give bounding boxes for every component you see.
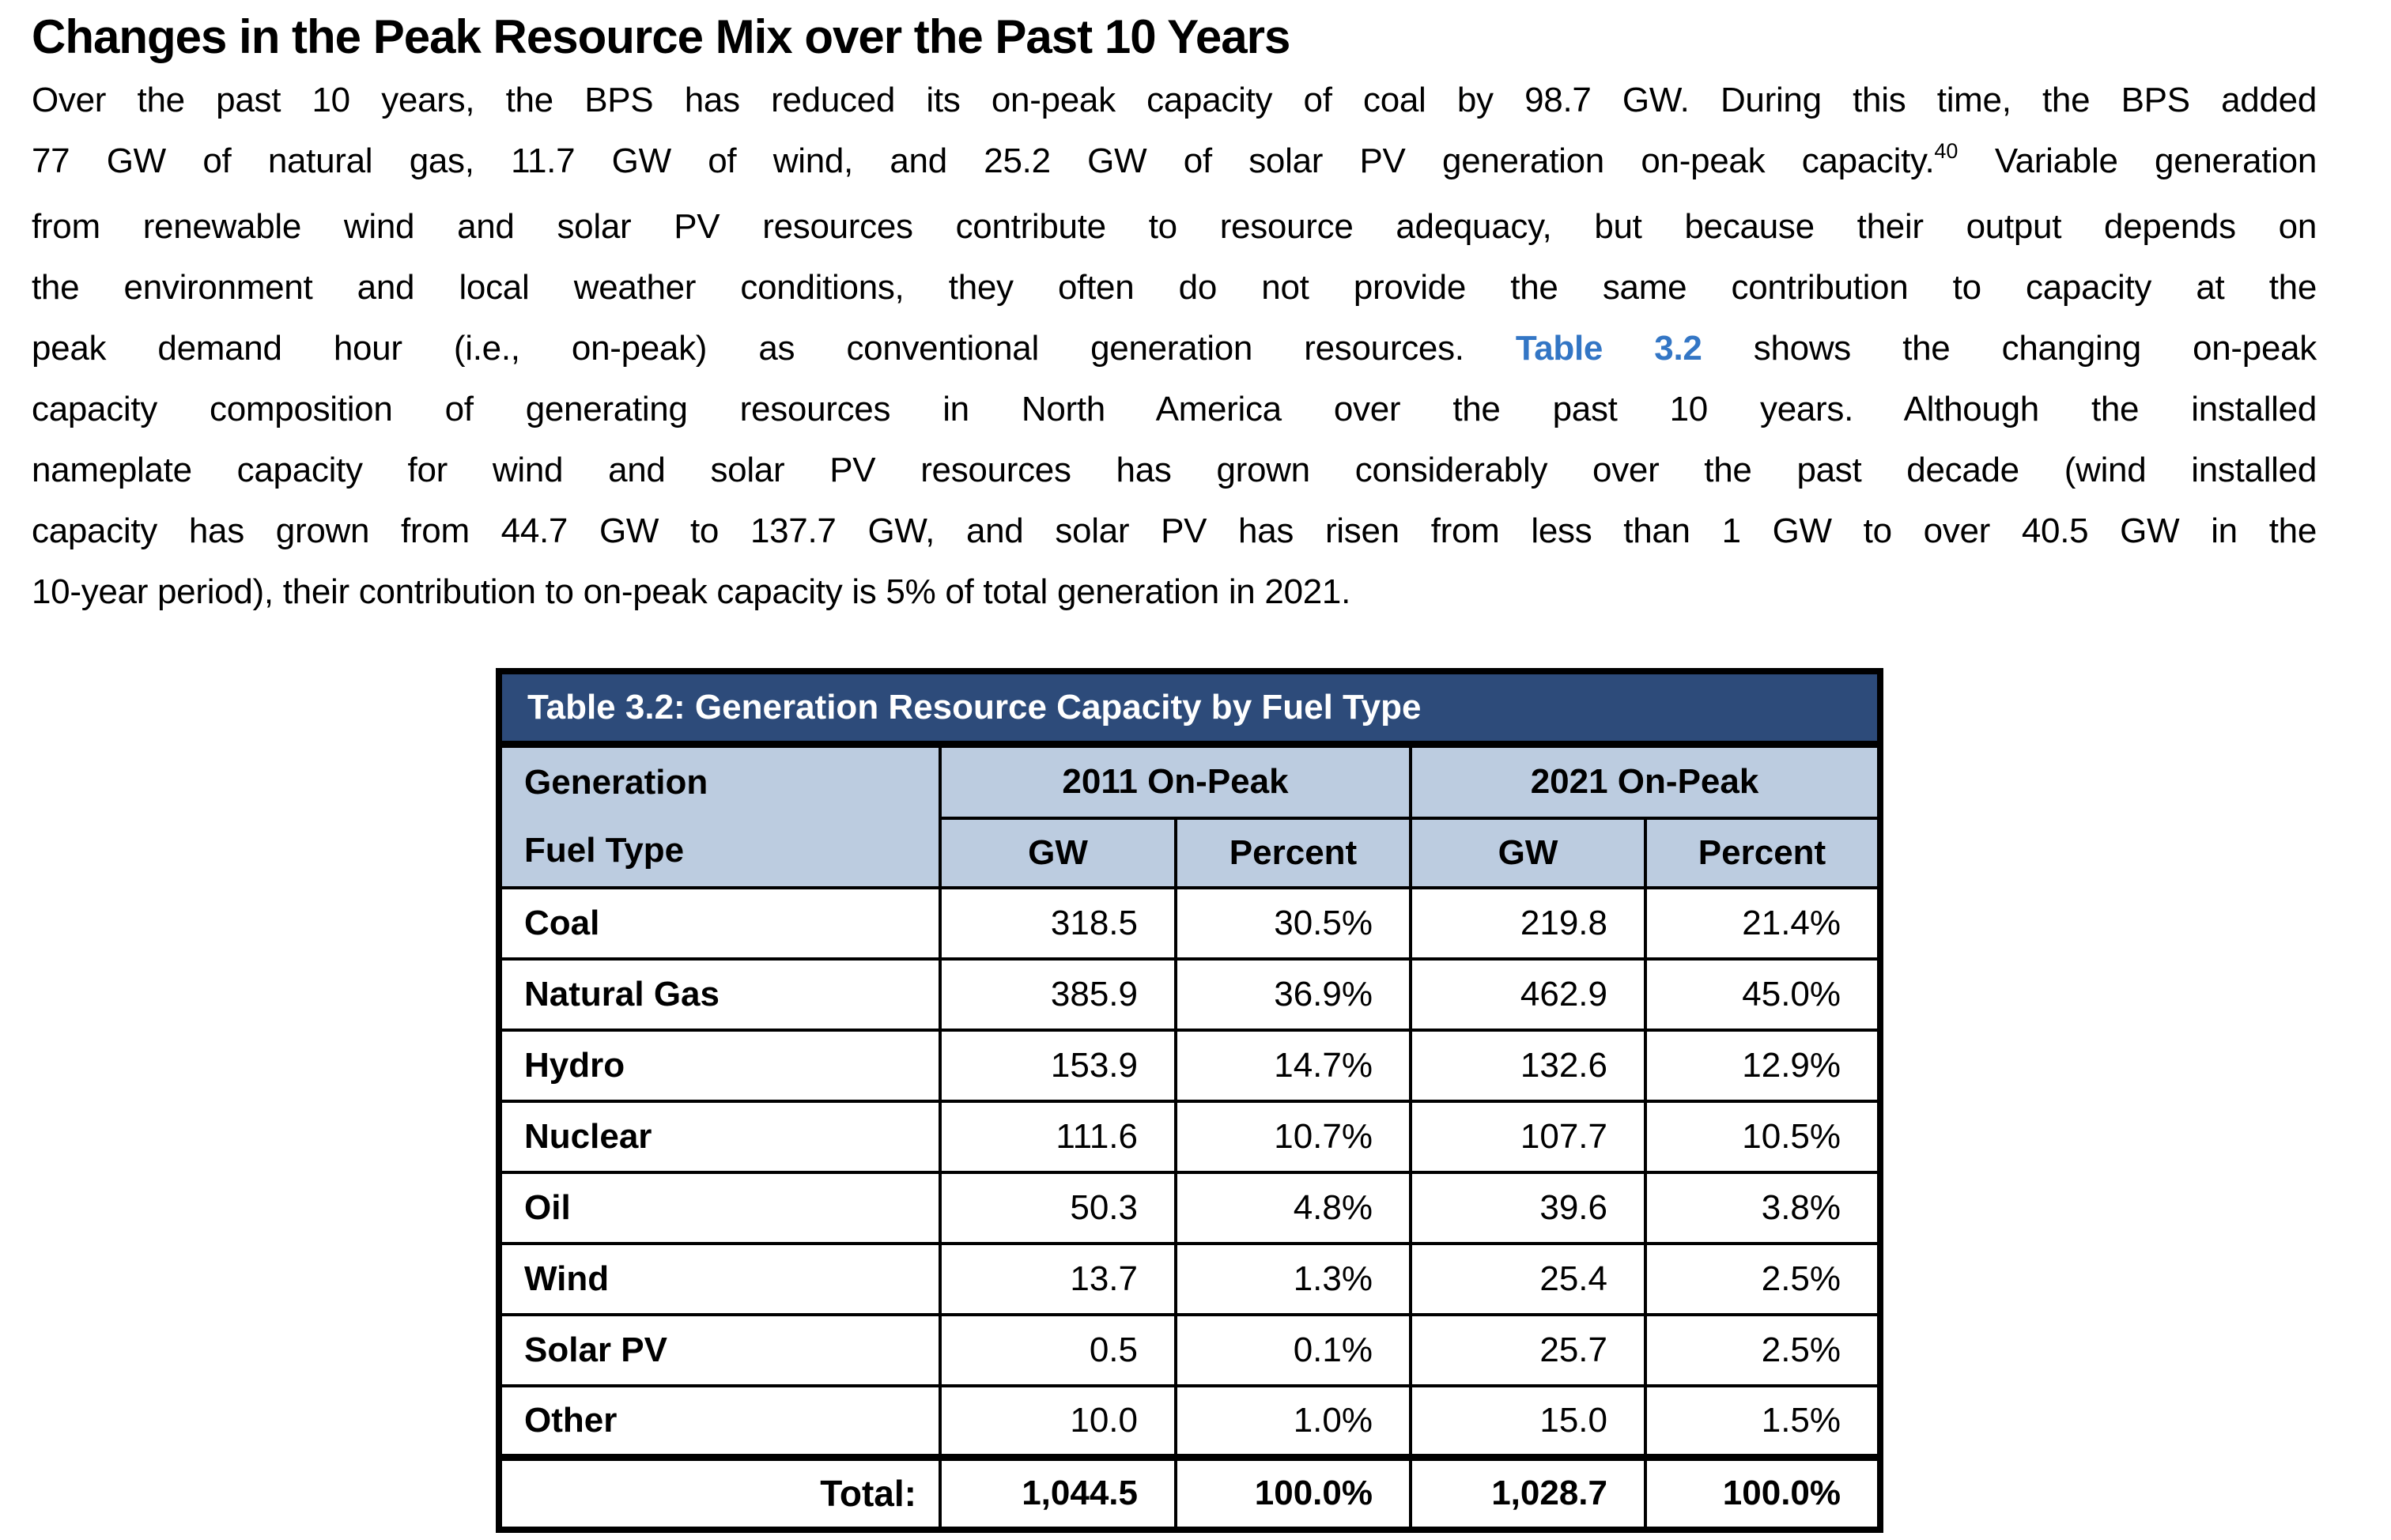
on-peak-2011-header: 2011 On-Peak	[939, 742, 1412, 820]
table-group-header-row: Generation Fuel Type 2011 On-Peak 2021 O…	[497, 742, 1883, 889]
gw-2021-cell: 15.0	[1409, 1384, 1647, 1459]
fuel-row: Nuclear 111.6 10.7% 107.7 10.5%	[497, 1100, 1883, 1174]
gw-2021-cell: 107.7	[1409, 1100, 1647, 1174]
table-3-2-link[interactable]: Table 3.2	[1515, 329, 1702, 368]
gw-2011-cell: 111.6	[939, 1100, 1177, 1174]
percent-2021-cell: 2.5%	[1643, 1313, 1883, 1387]
paragraph-line: from renewable wind and solar PV resourc…	[32, 196, 2317, 257]
fuel-type-header: Generation Fuel Type	[497, 742, 942, 889]
fuel-cell: Nuclear	[497, 1100, 942, 1174]
table-title-row: Table 3.2: Generation Resource Capacity …	[497, 670, 1883, 748]
gw-2021-cell: 25.4	[1409, 1242, 1647, 1316]
paragraph-line: 77 GW of natural gas, 11.7 GW of wind, a…	[32, 130, 2317, 196]
text-run: capacity has grown from 44.7 GW to 137.7…	[32, 511, 2317, 550]
on-peak-2021-header: 2021 On-Peak	[1408, 742, 1883, 820]
percent-2011-cell: 4.8%	[1174, 1171, 1412, 1245]
gw-2021-cell: 462.9	[1409, 957, 1647, 1032]
body-paragraph: Over the past 10 years, the BPS has redu…	[32, 70, 2317, 622]
total-row: Total: 1,044.5 100.0% 1,028.7 100.0%	[497, 1453, 1883, 1531]
paragraph-line: capacity composition of generating resou…	[32, 379, 2317, 440]
percent-2021-header: Percent	[1643, 817, 1883, 889]
gw-2021-cell: 39.6	[1409, 1171, 1647, 1245]
gw-2011-cell: 318.5	[939, 886, 1177, 961]
gw-2011-cell: 0.5	[939, 1313, 1177, 1387]
gw-2021-header: GW	[1409, 817, 1647, 889]
paragraph-line: the environment and local weather condit…	[32, 257, 2317, 318]
gw-2021-cell: 25.7	[1409, 1313, 1647, 1387]
table-sub-header-row: GW Percent GW Percent	[499, 817, 1883, 889]
text-run: peak demand hour (i.e., on-peak) as conv…	[32, 329, 1516, 368]
percent-2011-cell: 10.7%	[1174, 1100, 1412, 1174]
percent-2021-cell: 45.0%	[1643, 957, 1883, 1032]
paragraph-line: 10-year period), their contribution to o…	[32, 561, 2317, 622]
percent-2021-cell: 1.5%	[1643, 1384, 1883, 1459]
percent-2011-cell: 36.9%	[1174, 957, 1412, 1032]
percent-2021-cell: 10.5%	[1643, 1100, 1883, 1174]
gw-2021-cell: 219.8	[1409, 886, 1647, 961]
fuel-cell: Other	[497, 1384, 942, 1459]
fuel-row: Oil 50.3 4.8% 39.6 3.8%	[497, 1171, 1883, 1245]
gw-2011-cell: 13.7	[939, 1242, 1177, 1316]
percent-2011-cell: 1.3%	[1174, 1242, 1412, 1316]
percent-2021-cell: 3.8%	[1643, 1171, 1883, 1245]
text-run: 10-year period), their contribution to o…	[32, 572, 1351, 611]
percent-2011-cell: 1.0%	[1174, 1384, 1412, 1459]
gw-2011-cell: 10.0	[939, 1384, 1177, 1459]
percent-2021-cell: 2.5%	[1643, 1242, 1883, 1316]
paragraph-line: nameplate capacity for wind and solar PV…	[32, 440, 2317, 500]
fuel-row: Other 10.0 1.0% 15.0 1.5%	[497, 1384, 1883, 1459]
gw-2011-cell: 50.3	[939, 1171, 1177, 1245]
fuel-row: Hydro 153.9 14.7% 132.6 12.9%	[497, 1029, 1883, 1103]
text-run: 77 GW of natural gas, 11.7 GW of wind, a…	[32, 142, 1935, 180]
fuel-row: Coal 318.5 30.5% 219.8 21.4%	[497, 886, 1883, 961]
gw-2011-header: GW	[939, 817, 1177, 889]
percent-2011-cell: 14.7%	[1174, 1029, 1412, 1103]
section-heading: Changes in the Peak Resource Mix over th…	[32, 10, 1290, 63]
text-run: from renewable wind and solar PV resourc…	[32, 207, 2317, 246]
fuel-row: Natural Gas 385.9 36.9% 462.9 45.0%	[497, 957, 1883, 1032]
total-percent-2021: 100.0%	[1643, 1453, 1883, 1531]
percent-2011-header: Percent	[1174, 817, 1412, 889]
fuel-row: Solar PV 0.5 0.1% 25.7 2.5%	[497, 1313, 1883, 1387]
fuel-cell: Coal	[497, 886, 942, 961]
percent-2021-cell: 12.9%	[1643, 1029, 1883, 1103]
table-title: Table 3.2: Generation Resource Capacity …	[497, 670, 1883, 748]
gw-2011-cell: 153.9	[939, 1029, 1177, 1103]
paragraph-line: Over the past 10 years, the BPS has redu…	[32, 70, 2317, 130]
footnote-ref-40[interactable]: 40	[1934, 139, 1959, 163]
percent-2021-cell: 21.4%	[1643, 886, 1883, 961]
total-gw-2011: 1,044.5	[939, 1453, 1177, 1531]
text-run: the environment and local weather condit…	[32, 268, 2317, 307]
fuel-cell: Natural Gas	[497, 957, 942, 1032]
table-3-2: Table 3.2: Generation Resource Capacity …	[496, 668, 1884, 1533]
text-run: nameplate capacity for wind and solar PV…	[32, 451, 2317, 489]
text-run: capacity composition of generating resou…	[32, 390, 2317, 428]
percent-2011-cell: 30.5%	[1174, 886, 1412, 961]
fuel-row: Wind 13.7 1.3% 25.4 2.5%	[497, 1242, 1883, 1316]
text-run: Over the past 10 years, the BPS has redu…	[32, 81, 2317, 119]
paragraph-line: peak demand hour (i.e., on-peak) as conv…	[32, 318, 2317, 379]
total-label: Total:	[497, 1453, 942, 1531]
gw-2021-cell: 132.6	[1409, 1029, 1647, 1103]
fuel-cell: Oil	[497, 1171, 942, 1245]
total-gw-2021: 1,028.7	[1409, 1453, 1647, 1531]
text-run: shows the changing on-peak	[1702, 329, 2317, 368]
total-percent-2011: 100.0%	[1174, 1453, 1412, 1531]
paragraph-line: capacity has grown from 44.7 GW to 137.7…	[32, 500, 2317, 561]
fuel-cell: Wind	[497, 1242, 942, 1316]
fuel-cell: Solar PV	[497, 1313, 942, 1387]
table-body: Coal 318.5 30.5% 219.8 21.4% Natural Gas 385.9…	[497, 886, 1883, 1531]
text-run: Variable generation	[1958, 142, 2317, 180]
percent-2011-cell: 0.1%	[1174, 1313, 1412, 1387]
gw-2011-cell: 385.9	[939, 957, 1177, 1032]
fuel-cell: Hydro	[497, 1029, 942, 1103]
